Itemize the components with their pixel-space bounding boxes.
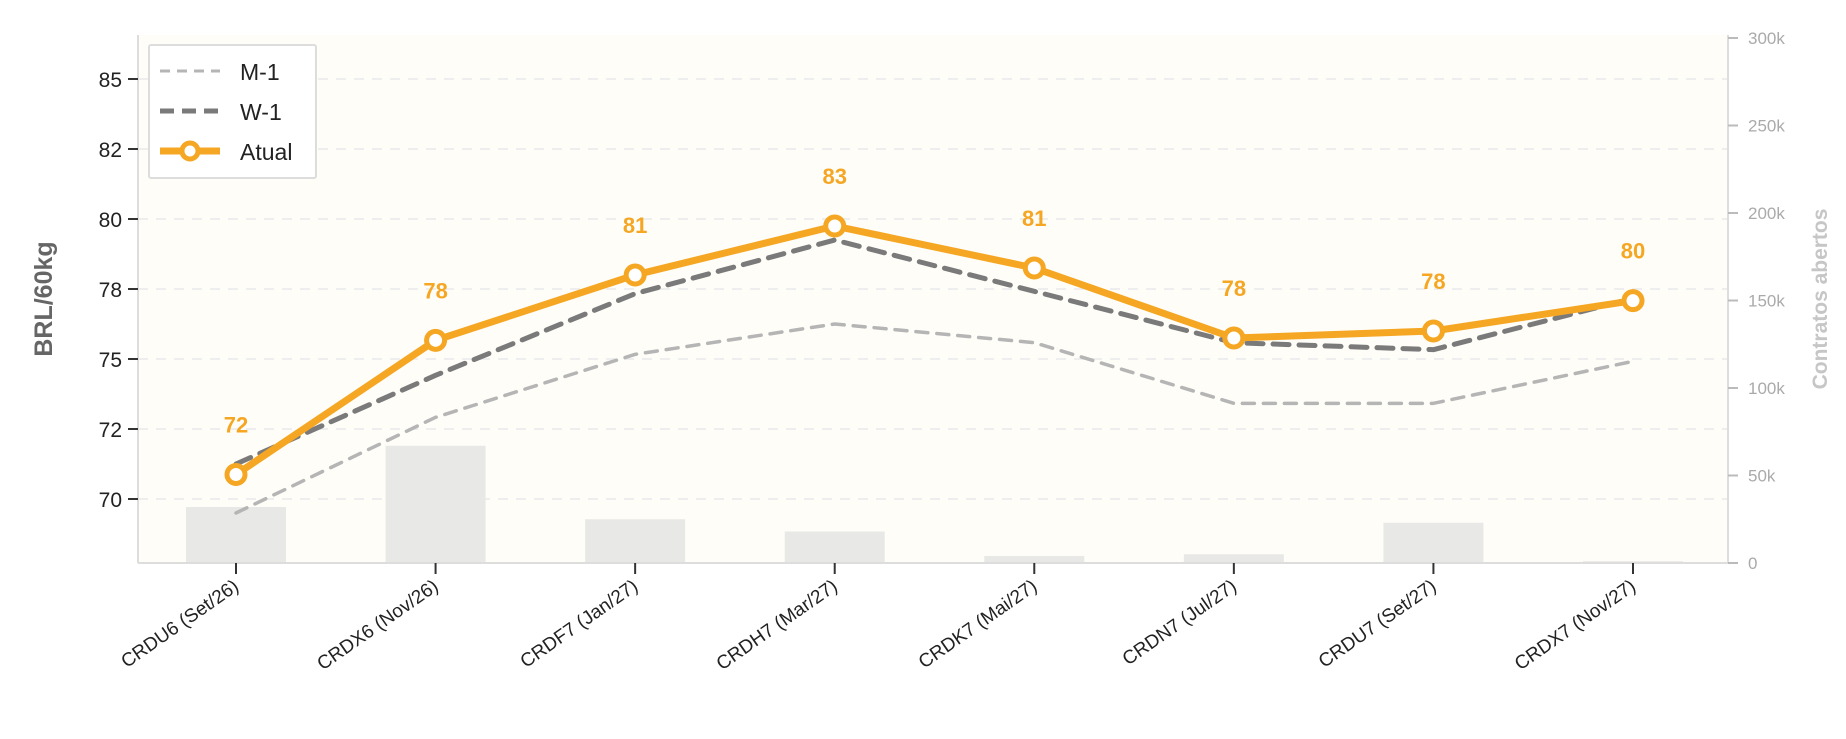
y2-axis-label: Contratos abertos (1809, 209, 1832, 390)
series-line-w1 (233, 237, 1636, 467)
x-tick-label: CRDX6 (Nov/26) (314, 576, 443, 675)
data-label-atual: 78 (1222, 276, 1246, 301)
open-interest-bar (585, 519, 686, 563)
x-tick-label: CRDX7 (Nov/27) (1511, 576, 1640, 675)
data-point-atual (623, 263, 647, 287)
legend: M-1 W-1 Atual (148, 44, 317, 179)
x-tick-label: CRDH7 (Mar/27) (713, 576, 842, 675)
open-interest-bar (186, 507, 286, 563)
series-lines (232, 222, 1637, 515)
y2-tick-label: 200k (1748, 204, 1785, 223)
y-tick-label: 72 (99, 419, 122, 442)
data-label-atual: 81 (623, 213, 647, 238)
y-tick-label: 80 (99, 209, 122, 232)
legend-label-atual: Atual (240, 139, 292, 165)
legend-marker-atual (179, 140, 201, 162)
y2-tick-label: 150k (1748, 292, 1785, 311)
data-label-atual: 72 (224, 413, 248, 438)
y2-tick-label: 50k (1748, 467, 1776, 486)
open-interest-bar (1183, 554, 1284, 563)
open-interest-bar (984, 556, 1085, 563)
data-point-atual (1421, 319, 1445, 343)
data-point-atual (424, 328, 448, 352)
series-points (224, 214, 1645, 486)
y2-tick-label: 100k (1748, 379, 1785, 398)
data-labels: 72 78 81 83 81 78 78 80 (224, 164, 1645, 438)
x-axis-ticks: CRDU6 (Set/26) CRDX6 (Nov/26) CRDF7 (Jan/2… (118, 563, 1640, 675)
legend-label-w1: W-1 (240, 99, 282, 125)
data-label-atual: 80 (1621, 239, 1645, 264)
x-tick-label: CRDF7 (Jan/27) (517, 576, 642, 673)
x-tick-label: CRDN7 (Jul/27) (1119, 576, 1241, 670)
plot-background (138, 35, 1728, 563)
x-tick-label: CRDU6 (Set/26) (118, 576, 243, 673)
y-tick-label: 75 (99, 349, 122, 372)
data-point-atual (224, 463, 248, 486)
data-point-atual (1022, 256, 1046, 280)
series-line-m1 (234, 322, 1635, 515)
y-tick-label: 70 (99, 489, 122, 512)
data-label-atual: 81 (1022, 206, 1046, 231)
y-tick-label: 85 (99, 69, 122, 92)
data-point-atual (1621, 289, 1645, 313)
open-interest-bars (186, 445, 1683, 563)
y2-tick-label: 300k (1748, 29, 1785, 48)
series-line-atual (232, 222, 1637, 478)
y2-tick-label: 0 (1748, 554, 1757, 573)
data-label-atual: 78 (1421, 269, 1445, 294)
open-interest-bar (1383, 522, 1484, 563)
open-interest-bar (784, 531, 885, 563)
y-tick-label: 78 (99, 279, 122, 302)
y2-tick-label: 250k (1748, 117, 1785, 136)
right-axis-ticks: 0 50k 100k 150k 200k 250k 300k (1728, 29, 1785, 573)
data-point-atual (823, 214, 847, 238)
x-tick-label: CRDK7 (Mai/27) (915, 576, 1041, 673)
grid-lines (138, 78, 1728, 500)
data-label-atual: 78 (423, 278, 447, 303)
left-axis-ticks: 70 72 75 78 80 82 85 (99, 69, 138, 512)
y-axis-label: BRL/60kg (30, 241, 58, 356)
open-interest-bar (385, 445, 486, 563)
data-point-atual (1222, 326, 1246, 350)
data-label-atual: 83 (822, 164, 846, 189)
legend-label-m1: M-1 (240, 59, 280, 85)
y-tick-label: 82 (99, 139, 122, 162)
x-tick-label: CRDU7 (Set/27) (1315, 576, 1440, 673)
